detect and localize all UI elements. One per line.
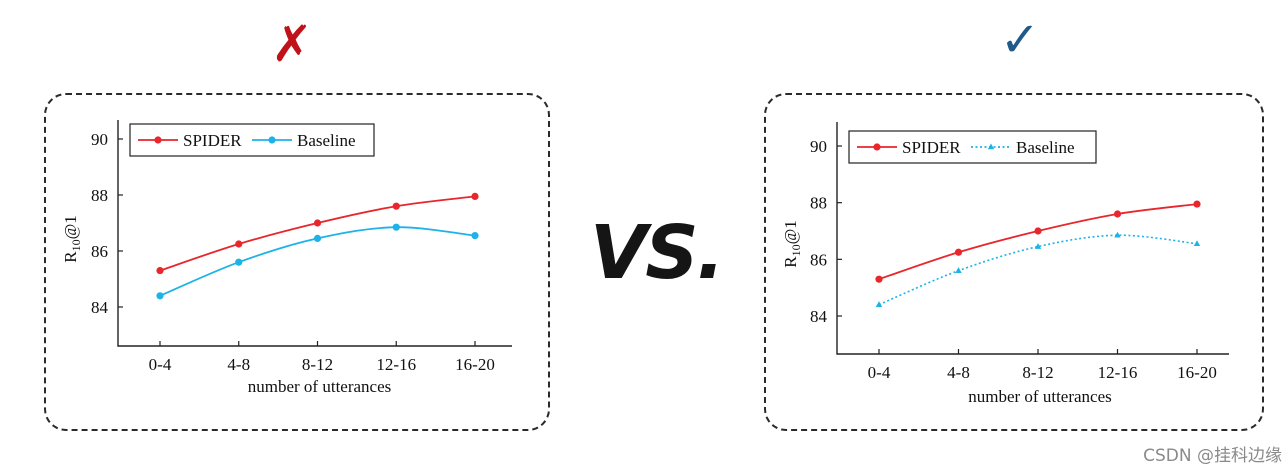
check-mark-icon: ✓ — [999, 12, 1041, 68]
right-point-spider — [1193, 200, 1201, 208]
left-x-tick-label: 0-4 — [149, 355, 172, 374]
right-legend-label-baseline: Baseline — [1016, 138, 1075, 157]
right-series-line-baseline — [878, 234, 1198, 306]
right-point-baseline — [1193, 240, 1201, 247]
right-x-tick-label: 16-20 — [1177, 363, 1217, 382]
left-point-spider — [313, 219, 322, 227]
left-y-tick-label: 84 — [91, 298, 109, 317]
right-x-axis-label: number of utterances — [968, 387, 1112, 406]
left-point-baseline — [156, 292, 164, 300]
right-y-tick-label: 84 — [810, 307, 828, 326]
right-y-tick-label: 90 — [810, 137, 827, 156]
right-point-baseline — [1114, 231, 1121, 238]
left-y-axis-label: R10@1 — [61, 215, 83, 263]
right-y-tick-label: 86 — [810, 250, 827, 269]
left-legend-marker-baseline — [268, 136, 276, 144]
versus-label: VS. — [590, 210, 725, 296]
left-y-tick-label: 86 — [91, 242, 108, 261]
right-point-spider — [1034, 227, 1042, 235]
left-point-baseline — [392, 223, 400, 231]
watermark: CSDN @挂科边缘 — [1143, 446, 1282, 466]
right-axes — [836, 122, 1229, 355]
right-series-line-spider — [878, 203, 1198, 281]
right-legend-marker-baseline — [987, 143, 995, 150]
right-point-spider — [1113, 210, 1122, 218]
left-y-tick-label: 90 — [91, 130, 108, 149]
left-point-baseline — [313, 234, 322, 242]
right-legend-label-spider: SPIDER — [902, 138, 961, 157]
right-y-axis-label: R10@1 — [781, 220, 803, 268]
left-legend-marker-spider — [154, 136, 162, 144]
right-point-spider — [875, 275, 883, 283]
left-point-spider — [392, 202, 400, 210]
right-point-spider — [954, 248, 963, 256]
right-point-baseline — [875, 301, 883, 307]
cross-mark-icon: ✗ — [271, 15, 313, 73]
right-x-tick-label: 8-12 — [1022, 363, 1053, 382]
left-x-tick-label: 4-8 — [227, 355, 250, 374]
right-x-tick-label: 4-8 — [947, 363, 970, 382]
right-y-tick-label: 88 — [810, 194, 827, 213]
left-y-tick-label: 88 — [91, 186, 108, 205]
left-point-spider — [235, 240, 243, 248]
left-x-tick-label: 16-20 — [455, 355, 495, 374]
left-point-baseline — [235, 258, 243, 266]
right-x-tick-label: 0-4 — [868, 363, 891, 382]
right-legend-marker-spider — [873, 143, 881, 151]
left-x-axis-label: number of utterances — [248, 377, 392, 396]
left-legend-label-spider: SPIDER — [183, 131, 242, 150]
right-point-baseline — [1034, 243, 1042, 249]
left-legend-label-baseline: Baseline — [297, 131, 356, 150]
left-point-spider — [471, 192, 479, 200]
left-x-tick-label: 12-16 — [376, 355, 416, 374]
left-x-tick-label: 8-12 — [302, 355, 333, 374]
right-x-tick-label: 12-16 — [1098, 363, 1138, 382]
left-point-spider — [156, 267, 164, 275]
left-point-baseline — [471, 232, 479, 240]
right-point-baseline — [955, 267, 962, 273]
